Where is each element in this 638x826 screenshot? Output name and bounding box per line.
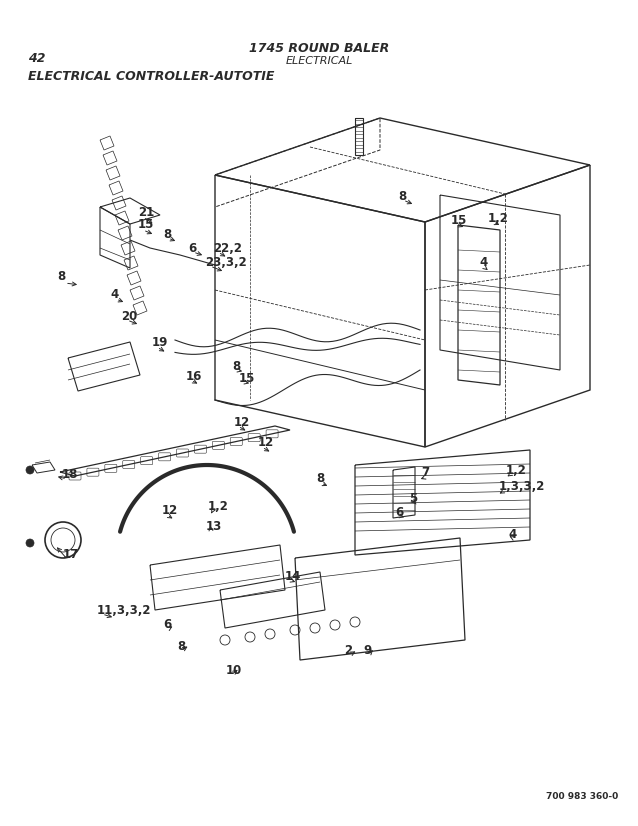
Text: 700 983 360-0: 700 983 360-0 [545, 792, 618, 801]
Text: 9: 9 [363, 644, 371, 657]
Text: 4: 4 [110, 288, 118, 301]
FancyBboxPatch shape [159, 453, 170, 461]
Text: 20: 20 [121, 310, 137, 322]
Text: 8: 8 [57, 270, 65, 283]
FancyBboxPatch shape [177, 449, 188, 457]
Circle shape [245, 632, 255, 642]
Text: 16: 16 [186, 371, 202, 383]
Text: 15: 15 [138, 217, 154, 230]
Text: 12: 12 [234, 416, 250, 430]
Text: 8: 8 [232, 359, 241, 373]
Text: 1,3,3,2: 1,3,3,2 [499, 481, 545, 493]
Text: ELECTRICAL: ELECTRICAL [285, 56, 353, 66]
FancyBboxPatch shape [105, 464, 117, 472]
Circle shape [26, 539, 34, 547]
Circle shape [45, 522, 81, 558]
Circle shape [265, 629, 275, 639]
FancyBboxPatch shape [248, 434, 260, 442]
FancyBboxPatch shape [266, 430, 278, 438]
FancyBboxPatch shape [122, 461, 135, 468]
Circle shape [330, 620, 340, 630]
Text: 6: 6 [163, 619, 171, 632]
Text: 10: 10 [226, 664, 242, 677]
Text: 14: 14 [285, 569, 301, 582]
Text: 8: 8 [316, 472, 324, 486]
Text: ELECTRICAL CONTROLLER-AUTOTIE: ELECTRICAL CONTROLLER-AUTOTIE [28, 70, 274, 83]
Text: 8: 8 [398, 189, 406, 202]
FancyBboxPatch shape [230, 438, 242, 445]
FancyBboxPatch shape [212, 441, 225, 449]
Text: 4: 4 [479, 257, 487, 269]
Text: 1,2: 1,2 [506, 463, 527, 477]
Text: 17: 17 [63, 548, 79, 562]
Text: 18: 18 [62, 468, 78, 482]
Circle shape [26, 466, 34, 474]
Text: 4: 4 [508, 528, 516, 540]
Text: 1,2: 1,2 [208, 500, 229, 512]
Text: 1745 ROUND BALER: 1745 ROUND BALER [249, 42, 389, 55]
Text: 13: 13 [206, 520, 222, 534]
Text: 1,2: 1,2 [488, 211, 509, 225]
Text: 5: 5 [409, 491, 417, 505]
Text: 8: 8 [177, 639, 185, 653]
Circle shape [51, 528, 75, 552]
Text: 15: 15 [451, 213, 468, 226]
Text: 6: 6 [395, 506, 403, 519]
Text: 12: 12 [258, 436, 274, 449]
Circle shape [310, 623, 320, 633]
Text: 12: 12 [162, 505, 178, 518]
Circle shape [290, 625, 300, 635]
Text: 2: 2 [344, 644, 352, 657]
Circle shape [350, 617, 360, 627]
Text: 42: 42 [28, 52, 45, 65]
Text: 7: 7 [421, 467, 429, 480]
Text: 23,3,2: 23,3,2 [205, 255, 247, 268]
Text: 6: 6 [188, 243, 197, 255]
FancyBboxPatch shape [140, 457, 152, 465]
Text: 21: 21 [138, 206, 154, 219]
Text: 19: 19 [152, 336, 168, 349]
FancyBboxPatch shape [69, 472, 81, 480]
Text: 11,3,3,2: 11,3,3,2 [97, 604, 151, 616]
Text: 15: 15 [239, 372, 255, 384]
FancyBboxPatch shape [195, 445, 207, 453]
FancyBboxPatch shape [87, 468, 99, 476]
Circle shape [220, 635, 230, 645]
Text: 8: 8 [163, 227, 171, 240]
Text: 22,2: 22,2 [213, 241, 242, 254]
